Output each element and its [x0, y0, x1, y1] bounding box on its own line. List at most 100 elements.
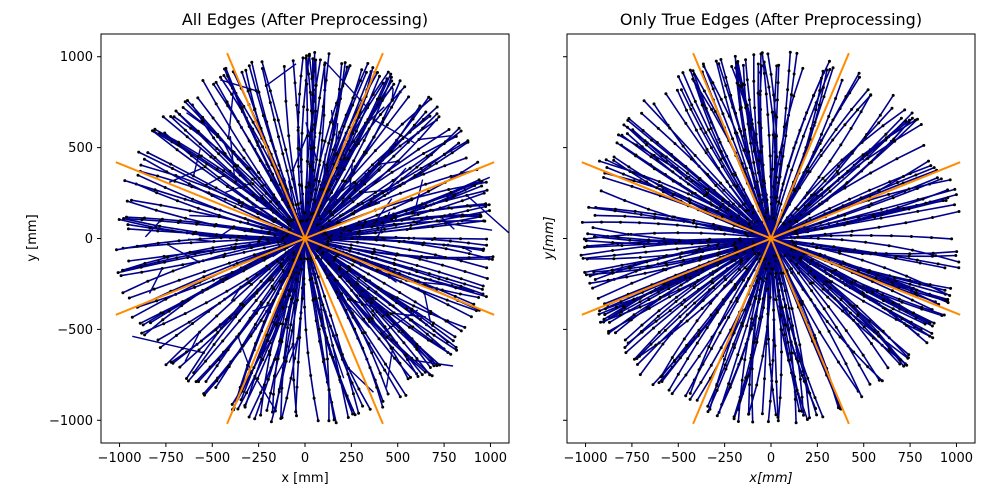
hit-point	[143, 158, 146, 161]
hit-point	[168, 310, 171, 313]
hit-point	[335, 334, 338, 337]
hit-point	[243, 404, 246, 407]
hit-point	[211, 246, 214, 249]
hit-point	[837, 361, 840, 364]
hit-point	[241, 71, 244, 74]
hit-point	[204, 165, 207, 168]
hit-point	[394, 224, 397, 227]
hit-point	[416, 264, 419, 267]
hit-point	[173, 115, 176, 118]
hit-point	[449, 240, 452, 243]
hit-point	[319, 132, 322, 135]
hit-point	[272, 287, 275, 290]
hit-point	[146, 280, 149, 283]
hit-point	[289, 219, 292, 222]
hit-point	[687, 192, 690, 195]
hit-point	[154, 188, 157, 191]
hit-point	[216, 167, 219, 170]
hit-point	[178, 279, 181, 282]
hit-point	[415, 348, 418, 351]
hit-point	[352, 159, 355, 162]
hit-point	[492, 255, 495, 258]
hit-point	[337, 173, 340, 176]
edge-line	[314, 398, 318, 421]
edge-line	[154, 280, 179, 289]
hit-point	[311, 93, 314, 96]
hit-point	[237, 235, 240, 238]
hit-point	[343, 157, 346, 160]
hit-point	[227, 348, 230, 351]
panel-true-edges: Only True Edges (After Preprocessing) −1…	[542, 10, 975, 486]
hit-point	[206, 288, 209, 291]
hit-point	[391, 171, 394, 174]
hit-point	[481, 288, 484, 291]
hit-point	[163, 261, 166, 264]
hit-point	[948, 294, 951, 297]
hit-point	[249, 229, 252, 232]
hit-point	[911, 249, 914, 252]
hit-point	[379, 113, 382, 116]
hit-point	[310, 147, 313, 150]
hit-point	[343, 168, 346, 171]
hit-point	[274, 218, 277, 221]
hit-point	[389, 312, 392, 315]
hit-point	[265, 265, 268, 268]
hit-point	[270, 420, 273, 423]
hit-point	[291, 329, 294, 332]
hit-point	[321, 226, 324, 229]
hit-point	[862, 153, 865, 156]
hit-point	[707, 128, 710, 131]
hit-point	[281, 198, 284, 201]
hit-point	[488, 203, 491, 206]
edge-line	[168, 243, 191, 245]
hit-point	[409, 167, 412, 170]
x-tick-label: −750	[148, 451, 184, 466]
hit-point	[199, 142, 202, 145]
hit-point	[684, 122, 687, 125]
hit-point	[388, 169, 391, 172]
hit-point	[187, 299, 190, 302]
hit-point	[212, 136, 215, 139]
hit-point	[297, 165, 300, 168]
hit-point	[479, 215, 482, 218]
hit-point	[148, 227, 151, 230]
hit-point	[414, 300, 417, 303]
edge-line	[761, 128, 762, 147]
hit-point	[121, 269, 124, 272]
edge-line	[450, 211, 468, 215]
hit-point	[365, 151, 368, 154]
hit-point	[281, 306, 284, 309]
hit-point	[296, 299, 299, 302]
hit-point	[299, 201, 302, 204]
hit-point	[267, 302, 270, 305]
hit-point	[216, 364, 219, 367]
edge-line	[420, 259, 443, 265]
hit-point	[360, 68, 363, 71]
hit-point	[347, 416, 350, 419]
edge-line	[301, 133, 302, 159]
hit-point	[427, 190, 430, 193]
hit-point	[333, 418, 336, 421]
hit-point	[486, 189, 489, 192]
edge-line	[631, 233, 654, 234]
hit-point	[441, 264, 444, 267]
edge-line	[317, 133, 321, 159]
hit-point	[723, 233, 726, 236]
plot-area	[115, 51, 509, 424]
hit-point	[347, 373, 350, 376]
hit-point	[636, 363, 639, 366]
edge-line	[274, 120, 278, 137]
edge-line	[448, 305, 471, 317]
hit-point	[292, 251, 295, 254]
hit-point	[244, 217, 247, 220]
hit-point	[329, 314, 332, 317]
hit-point	[468, 252, 471, 255]
hit-point	[356, 241, 359, 244]
hit-point	[287, 205, 290, 208]
edge-line	[200, 238, 221, 239]
hit-point	[270, 179, 273, 182]
hit-point	[281, 237, 284, 240]
hit-point	[420, 217, 423, 220]
edge-line	[314, 53, 315, 72]
hit-point	[143, 262, 146, 265]
